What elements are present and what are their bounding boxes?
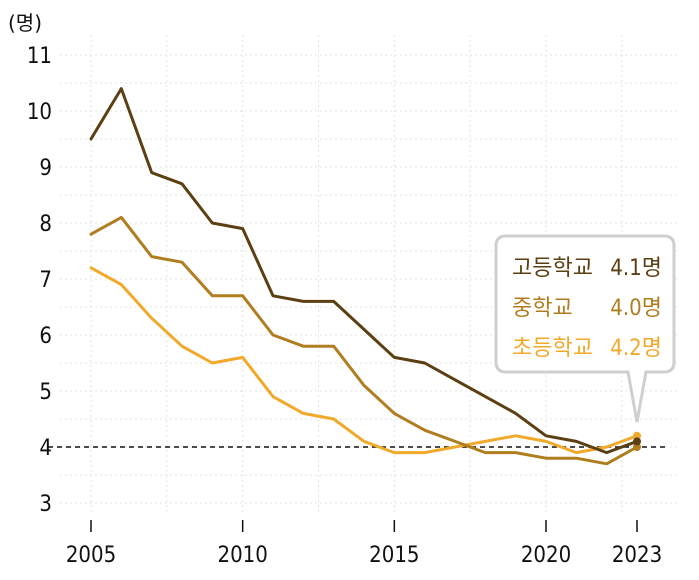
x-tick-label: 2020	[521, 543, 571, 568]
y-axis: 3 4 5 6 7 8 9 10 11	[27, 44, 52, 517]
y-tick-label: 6	[39, 324, 52, 349]
x-tick-label: 2015	[369, 543, 419, 568]
legend-series-name: 초등학교	[512, 336, 593, 361]
x-tick-label: 2010	[217, 543, 267, 568]
x-tick-label: 2005	[66, 543, 116, 568]
y-tick-label: 7	[39, 268, 52, 293]
series-end-point	[633, 437, 641, 446]
x-axis: 2005 2010 2015 2020 2023	[66, 520, 662, 568]
y-axis-unit-label: (명)	[8, 11, 42, 35]
series-lines	[89, 87, 641, 466]
y-tick-label: 9	[39, 156, 52, 181]
legend-series-name: 중학교	[512, 296, 573, 321]
y-tick-label: 3	[39, 492, 52, 517]
series-line	[89, 87, 639, 455]
y-tick-label: 8	[39, 212, 52, 237]
series-end-point	[633, 431, 641, 440]
series-line	[89, 266, 639, 455]
legend-series-value: 4.1명	[610, 256, 662, 281]
y-tick-label: 5	[39, 380, 52, 405]
legend-series-value: 4.2명	[610, 336, 662, 361]
legend-series-name: 고등학교	[512, 256, 593, 281]
legend-callout-box	[494, 234, 676, 423]
series-line	[89, 215, 639, 466]
x-tick-label: 2023	[612, 543, 662, 568]
legend-series-value: 4.0명	[610, 296, 662, 321]
series-end-point	[633, 443, 641, 451]
y-tick-label: 4	[39, 436, 52, 461]
y-tick-label: 11	[27, 44, 52, 69]
y-tick-label: 10	[27, 100, 52, 125]
